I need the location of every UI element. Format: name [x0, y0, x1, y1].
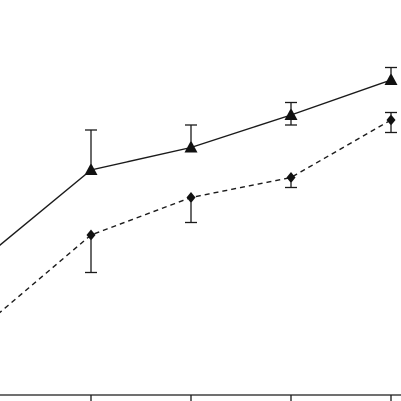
diamond-marker	[386, 114, 396, 126]
triangle-marker	[284, 108, 298, 120]
series-1-line	[0, 79, 392, 246]
triangle-marker	[384, 73, 398, 85]
diamond-marker	[286, 172, 296, 183]
series-2	[0, 111, 397, 314]
triangle-marker	[84, 163, 98, 175]
triangle-marker	[184, 140, 198, 153]
series-group	[0, 66, 398, 314]
series-1	[0, 66, 398, 246]
x-axis	[0, 394, 401, 401]
diamond-marker	[86, 229, 96, 241]
diamond-marker	[186, 192, 196, 203]
